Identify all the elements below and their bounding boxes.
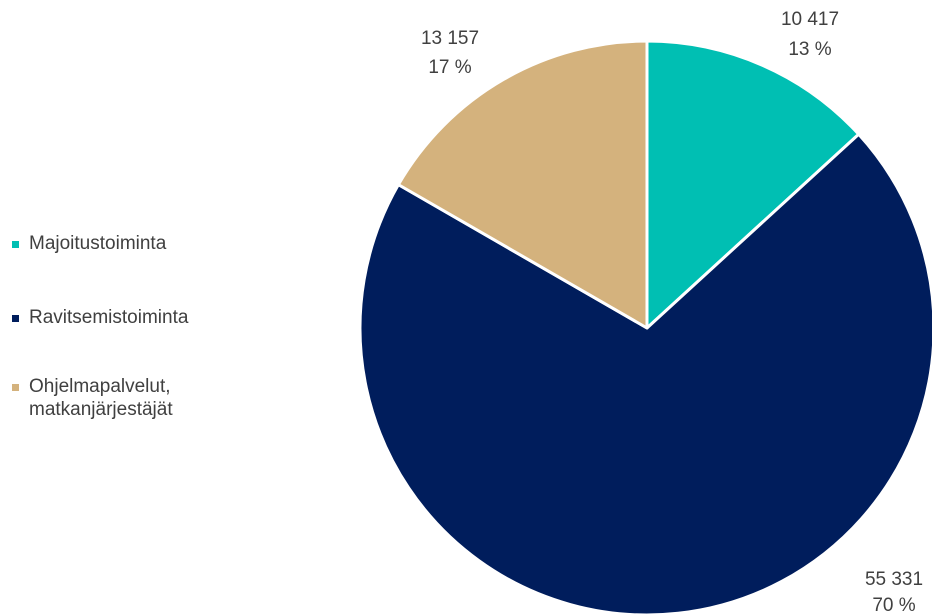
slice-2-percent-label: 17 % <box>428 57 471 78</box>
legend-label-line-2: matkanjärjestäjät <box>29 399 173 420</box>
slice-2-value-label: 13 157 <box>421 28 479 49</box>
slice-1-value-label: 55 331 <box>865 569 923 590</box>
pie-slice-1 <box>358 132 932 616</box>
pie-slice-2 <box>396 39 649 330</box>
pie-slices <box>358 39 932 616</box>
slice-0-value-label: 10 417 <box>781 9 839 30</box>
data-labels: 10 417 13 % 55 331 70 % 13 157 17 % <box>421 9 923 616</box>
legend-label: Ravitsemistoiminta <box>29 307 189 328</box>
legend-swatch <box>12 241 19 248</box>
legend-swatch <box>12 315 19 322</box>
legend-label-line-1: Ohjelmapalvelut, <box>29 376 171 397</box>
legend-label: Majoitustoiminta <box>29 233 167 254</box>
legend-swatch <box>12 384 19 391</box>
pie-slice-0 <box>645 39 861 330</box>
slice-1-percent-label: 70 % <box>872 595 915 616</box>
slice-0-percent-label: 13 % <box>788 39 831 60</box>
